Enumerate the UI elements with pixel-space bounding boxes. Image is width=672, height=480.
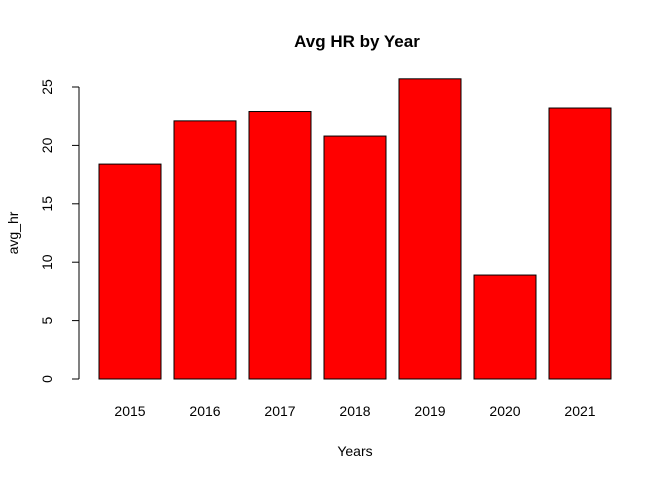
y-axis-label: avg_hr bbox=[5, 211, 21, 254]
bar-2016 bbox=[173, 120, 237, 380]
x-tick-label-2021: 2021 bbox=[564, 403, 595, 419]
x-tick-label-2018: 2018 bbox=[339, 403, 370, 419]
y-tick-label-10: 10 bbox=[39, 254, 55, 270]
x-axis-label: Years bbox=[337, 443, 372, 459]
bar-2018 bbox=[323, 135, 387, 380]
y-tick-label-15: 15 bbox=[39, 196, 55, 212]
bar-2020 bbox=[473, 274, 537, 380]
bar-2019 bbox=[398, 78, 462, 380]
bar-2017 bbox=[248, 111, 312, 380]
x-tick-label-2016: 2016 bbox=[189, 403, 220, 419]
y-tick-label-5: 5 bbox=[39, 316, 55, 324]
y-axis: 0 5 10 15 20 25 bbox=[39, 79, 80, 383]
bar-2015 bbox=[98, 163, 162, 380]
chart-title: Avg HR by Year bbox=[294, 32, 420, 51]
bars-layer bbox=[98, 78, 612, 380]
x-tick-label-2015: 2015 bbox=[114, 403, 145, 419]
y-tick-label-25: 25 bbox=[39, 79, 55, 95]
x-tick-label-2020: 2020 bbox=[489, 403, 520, 419]
x-tick-label-2019: 2019 bbox=[414, 403, 445, 419]
x-tick-label-2017: 2017 bbox=[264, 403, 295, 419]
y-tick-label-20: 20 bbox=[39, 137, 55, 153]
y-tick-label-0: 0 bbox=[39, 375, 55, 383]
bar-2021 bbox=[548, 107, 612, 380]
x-axis-tick-labels: 2015 2016 2017 2018 2019 2020 2021 bbox=[114, 403, 595, 419]
